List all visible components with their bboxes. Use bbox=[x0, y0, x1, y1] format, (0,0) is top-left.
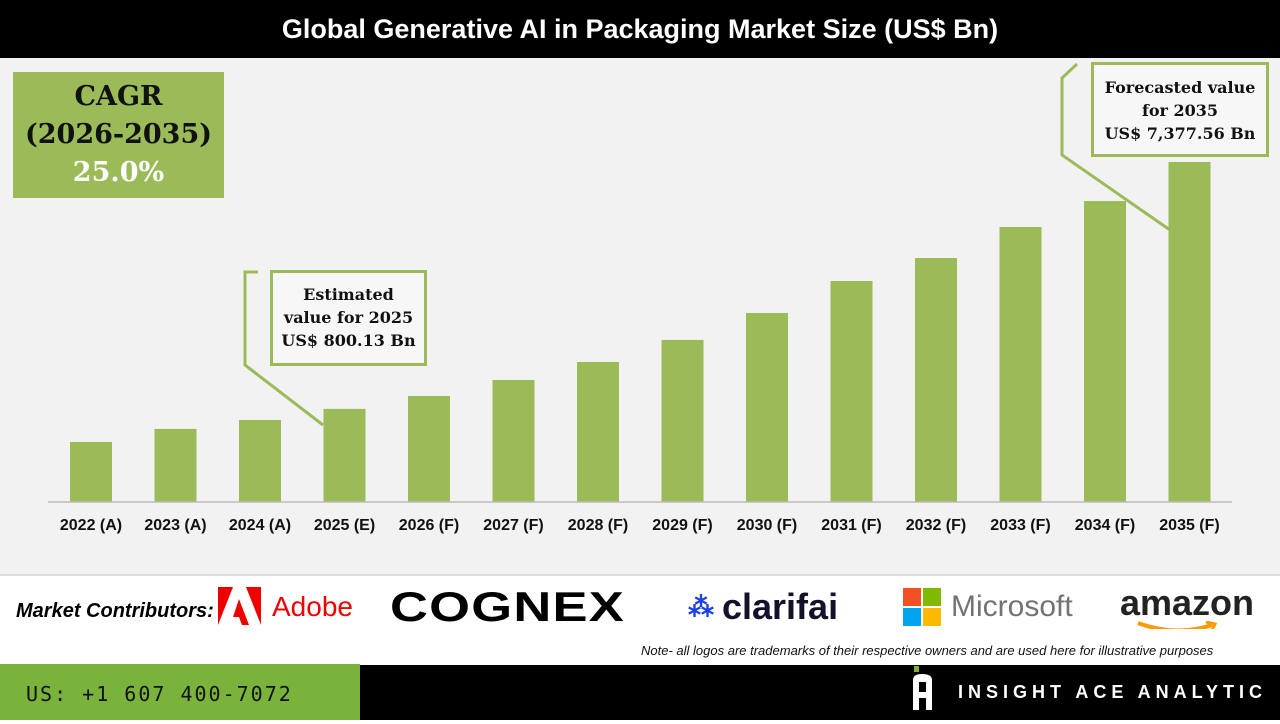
brand-name: INSIGHT ACE ANALYTIC bbox=[958, 682, 1268, 702]
x-tick-label: 2023 (A) bbox=[144, 517, 206, 534]
microsoft-icon bbox=[903, 588, 941, 626]
brand-logo-icon bbox=[913, 666, 932, 710]
contributors-label: Market Contributors: bbox=[16, 600, 214, 622]
adobe-icon bbox=[218, 587, 261, 625]
bar-2033-f- bbox=[999, 226, 1042, 502]
bar-2023-a- bbox=[154, 428, 197, 502]
callout-2025-leader bbox=[243, 270, 324, 427]
x-tick-label: 2022 (A) bbox=[60, 517, 122, 534]
bar-2025-e- bbox=[323, 408, 366, 502]
phone-number[interactable]: US: +1 607 400-7072 bbox=[0, 664, 360, 720]
callout-2035-leader bbox=[1060, 62, 1171, 232]
callout-line: Forecasted value bbox=[1104, 78, 1256, 97]
x-tick-label: 2025 (E) bbox=[314, 517, 375, 534]
x-tick-label: 2028 (F) bbox=[568, 517, 628, 534]
x-tick-label: 2033 (F) bbox=[990, 517, 1050, 534]
x-tick-label: 2024 (A) bbox=[229, 517, 291, 534]
x-tick-label: 2031 (F) bbox=[821, 517, 881, 534]
microsoft-text: Microsoft bbox=[951, 590, 1073, 623]
plot-area: 2022 (A) 2023 (A) 2024 (A) 2025 (E) 2026 (F)… bbox=[0, 58, 1280, 576]
cognex-logo: COGNEX bbox=[390, 583, 624, 630]
amazon-text: amazon bbox=[1120, 582, 1255, 623]
x-tick-label: 2027 (F) bbox=[483, 517, 543, 534]
bar-2034-f- bbox=[1084, 201, 1126, 502]
bar-2035-f- bbox=[1168, 162, 1211, 502]
bar-2026-f- bbox=[408, 395, 450, 502]
clarifai-text: clarifai bbox=[722, 586, 839, 627]
microsoft-logo: Microsoft bbox=[903, 585, 1073, 629]
bar-2022-a- bbox=[70, 441, 112, 502]
callout-2025: Estimated value for 2025 US$ 800.13 Bn bbox=[270, 270, 427, 366]
cagr-period: (2026-2035) bbox=[24, 119, 213, 150]
x-tick-label: 2034 (F) bbox=[1075, 517, 1135, 534]
bar-2032-f- bbox=[915, 258, 957, 502]
clarifai-logo: ⁂ clarifai bbox=[688, 585, 838, 629]
bar-2031-f- bbox=[830, 280, 873, 502]
x-tick-label: 2032 (F) bbox=[906, 517, 966, 534]
callout-line: US$ 7,377.56 Bn bbox=[1104, 124, 1256, 143]
callout-line: US$ 800.13 Bn bbox=[281, 331, 416, 350]
clarifai-icon: ⁂ bbox=[688, 591, 714, 622]
cagr-box: CAGR (2026-2035) 25.0% bbox=[13, 72, 224, 198]
callout-line: for 2035 bbox=[1141, 101, 1219, 120]
callout-line: Estimated bbox=[303, 285, 394, 304]
x-tick-label: 2030 (F) bbox=[737, 517, 797, 534]
x-tick-label: 2026 (F) bbox=[399, 517, 459, 534]
bar-2029-f- bbox=[661, 339, 704, 502]
chart-title: Global Generative AI in Packaging Market… bbox=[0, 0, 1280, 58]
callout-2035: Forecasted value for 2035 US$ 7,377.56 B… bbox=[1091, 62, 1269, 157]
adobe-logo: Adobe bbox=[218, 585, 353, 629]
bar-2030-f- bbox=[746, 312, 788, 502]
bar-2027-f- bbox=[492, 379, 535, 502]
bar-2028-f- bbox=[577, 361, 619, 502]
trademark-note: Note- all logos are trademarks of their … bbox=[641, 643, 1214, 658]
amazon-smile-icon bbox=[1137, 621, 1218, 629]
adobe-text: Adobe bbox=[272, 591, 353, 622]
callout-line: value for 2025 bbox=[283, 308, 414, 327]
x-tick-label: 2035 (F) bbox=[1159, 517, 1219, 534]
bar-2024-a- bbox=[239, 419, 281, 502]
cagr-value: 25.0% bbox=[72, 157, 165, 188]
amazon-logo: amazon bbox=[1120, 585, 1254, 629]
cognex-text: COGNEX bbox=[390, 583, 626, 630]
bar-chart: 2022 (A) 2023 (A) 2024 (A) 2025 (E) 2026 (F)… bbox=[48, 62, 1232, 534]
x-tick-label: 2029 (F) bbox=[652, 517, 712, 534]
cagr-label: CAGR bbox=[74, 81, 163, 112]
footer-bar bbox=[360, 665, 1280, 720]
